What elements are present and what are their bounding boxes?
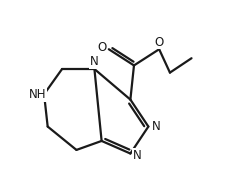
Text: O: O [154,35,163,49]
Text: N: N [133,149,141,162]
Text: O: O [97,41,106,54]
Text: N: N [152,120,160,133]
Text: N: N [90,55,98,68]
Text: NH: NH [29,88,46,101]
